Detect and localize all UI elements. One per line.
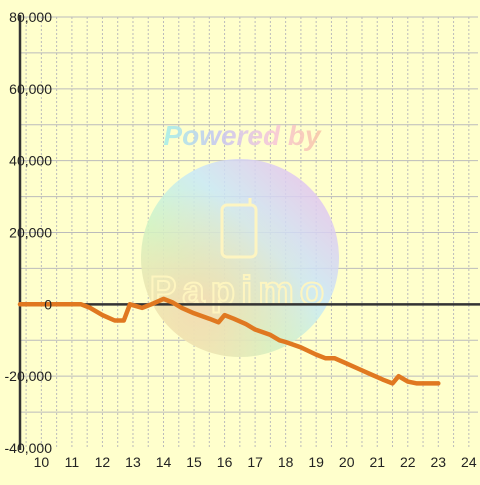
series-line <box>17 296 441 386</box>
x-tick-label: 24 <box>461 454 477 470</box>
x-tick-label: 13 <box>125 454 141 470</box>
y-tick-label: -40,000 <box>5 440 53 456</box>
watermark-phone-icon <box>220 203 258 259</box>
y-tick-label: 0 <box>44 296 52 312</box>
y-tick-label: -20,000 <box>5 368 53 384</box>
x-tick-label: 17 <box>247 454 263 470</box>
x-tick-label: 19 <box>308 454 324 470</box>
y-tick-label: 80,000 <box>9 9 52 25</box>
axes <box>18 15 480 450</box>
x-tick-label: 14 <box>156 454 172 470</box>
watermark-powered-by: Powered by <box>163 120 322 151</box>
x-tick-label: 23 <box>431 454 447 470</box>
tick-labels: -40,000 -20,000 0 20,000 40,000 60,000 80,000 1… <box>5 9 477 470</box>
y-tick-label: 40,000 <box>9 153 52 169</box>
x-tick-label: 18 <box>278 454 294 470</box>
x-tick-label: 22 <box>400 454 416 470</box>
x-tick-label: 12 <box>95 454 111 470</box>
x-tick-label: 16 <box>217 454 233 470</box>
x-tick-label: 10 <box>34 454 50 470</box>
papimo-watermark: Powered by Papimo <box>141 120 339 357</box>
series <box>17 296 441 386</box>
x-tick-label: 11 <box>65 454 80 470</box>
x-tick-label: 20 <box>339 454 355 470</box>
y-tick-label: 60,000 <box>9 81 52 97</box>
x-tick-label: 21 <box>369 454 385 470</box>
y-tick-label: 20,000 <box>9 225 52 241</box>
x-tick-label: 15 <box>186 454 202 470</box>
